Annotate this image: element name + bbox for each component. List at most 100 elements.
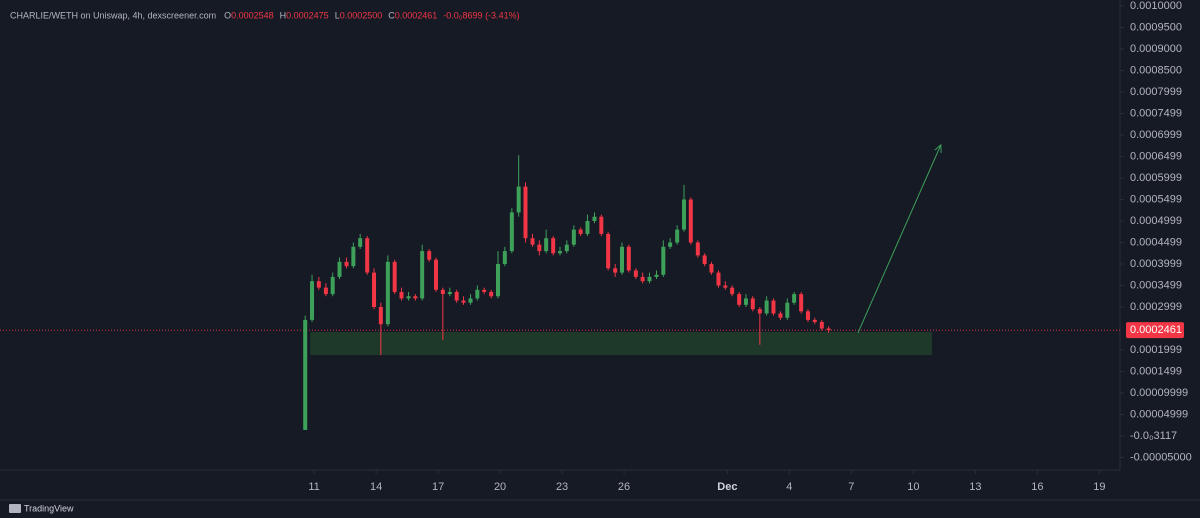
candle-body [496,264,501,297]
candle-body [413,296,418,299]
candle-body [619,246,624,273]
x-tick-label: 11 [308,481,319,493]
candle-body [702,255,707,265]
candle-body [351,246,356,267]
candle-body [737,294,742,305]
candle-body [551,238,556,254]
y-tick-label: 0.0006999 [1130,129,1182,141]
candle-body [826,328,831,331]
y-tick-label: 0.0005999 [1130,172,1182,184]
candle-body [633,270,638,277]
x-tick-label: 19 [1093,481,1105,493]
y-tick-label: -0.0₀3117 [1130,430,1177,442]
candle-body [420,251,425,299]
candle-body [764,300,769,314]
last-price-label: 0.0002461 [1130,324,1182,336]
candle-body [626,246,631,271]
change: -0.0₀8699 (-3.41%) [443,10,519,20]
candle-body [537,244,542,252]
y-tick-label: 0.0006499 [1130,150,1182,162]
candle-body [571,229,576,245]
candle-body [606,233,611,269]
header: CHARLIE/WETH on Uniswap, 4h, dexscreener… [10,10,520,20]
candle-body [799,294,804,312]
candle-body [378,306,383,325]
support-zone [310,331,932,356]
y-tick-label: 0.0005499 [1130,193,1182,205]
y-tick-label: 0.00004999 [1130,408,1188,420]
candle-body [640,276,645,282]
y-tick-label: 0.0003999 [1130,258,1182,270]
ohlc-label: H [280,10,287,20]
candle-body [785,302,790,318]
ohlc-label: C [388,10,395,20]
candle-body [647,276,652,282]
x-tick-label: 16 [1031,481,1043,493]
candle-body [564,244,569,252]
candle-body [778,313,783,318]
ohlc-value: 0.0002548 [231,10,274,20]
candle-body [509,212,514,252]
candle-body [337,261,342,277]
y-tick-label: 0.0009500 [1130,21,1182,33]
x-tick-label: 20 [494,481,506,493]
candle-body [688,199,693,243]
candle-body [613,268,618,273]
candle-body [447,291,452,295]
candle-body [599,216,604,234]
x-tick-label: Dec [717,481,737,493]
candle-body [681,199,686,230]
candle-body [812,319,817,323]
candle-body [330,276,335,295]
candle-body [523,186,528,239]
candle-body [716,272,721,286]
candle-body [482,289,487,292]
candle-body [750,298,755,310]
candle-body [344,261,349,267]
candle-body [323,287,328,295]
candle-body [730,287,735,295]
y-tick-label: 0.0001999 [1130,344,1182,356]
candle-body [757,309,762,314]
ohlc-value: 0.0002500 [340,10,383,20]
candle-body [475,289,480,299]
y-tick-label: 0.0007999 [1130,86,1182,98]
candle-body [399,291,404,299]
x-tick-label: 14 [370,481,382,493]
candle-body [310,281,315,320]
ohlc-value: 0.0002461 [395,10,438,20]
candle-body [372,272,377,307]
candle-body [592,216,597,222]
y-tick-label: 0.0008500 [1130,64,1182,76]
candle-body [530,238,535,245]
candle-body [468,298,473,303]
candle-body [661,246,666,275]
ohlc-label: O [224,10,231,20]
arrow-line [857,144,942,333]
x-tick-label: 7 [848,481,854,493]
candle-body [385,261,390,325]
candle-body [358,238,363,247]
candle-body [654,274,659,277]
candle-body [489,291,494,297]
candle-body [585,221,590,234]
candle-body [454,291,459,301]
x-tick-label: 4 [786,481,792,493]
candle-body [440,289,445,295]
y-tick-label: 0.00009999 [1130,387,1188,399]
y-tick-label: 0.0007499 [1130,107,1182,119]
y-tick-label: 0.0001499 [1130,365,1182,377]
candle-body [365,238,370,273]
candle-body [427,251,432,260]
y-tick-label: 0.0003499 [1130,279,1182,291]
x-tick-label: 26 [618,481,630,493]
candle-body [516,186,521,213]
candle-body [695,242,700,256]
candle-body [303,319,308,430]
y-tick-label: 0.0002999 [1130,301,1182,313]
candle-body [805,311,810,320]
y-tick-label: 0.0009000 [1130,43,1182,55]
y-tick-label: -0.00005000 [1130,451,1192,463]
